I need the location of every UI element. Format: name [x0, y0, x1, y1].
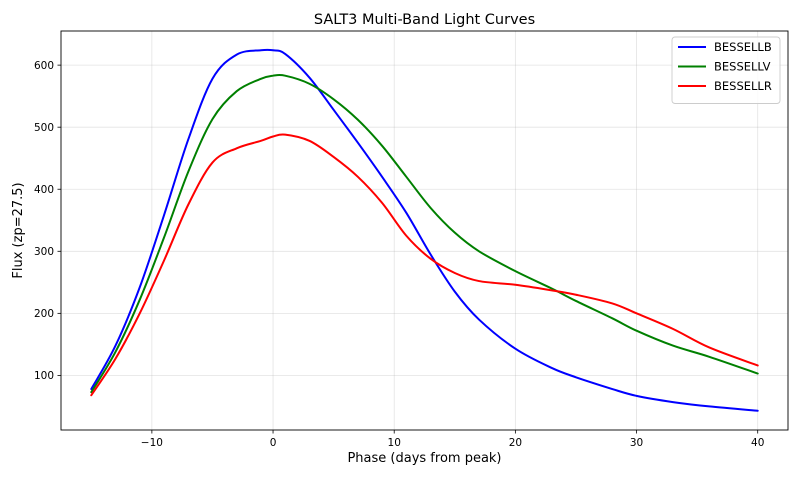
y-tick-label: 500 — [34, 122, 54, 134]
x-tick-label: 10 — [388, 437, 401, 449]
legend-label: BESSELLB — [714, 40, 772, 54]
x-tick-label: 20 — [509, 437, 522, 449]
series-group — [90, 48, 759, 412]
series-line-bessellr — [90, 133, 759, 397]
x-axis-label: Phase (days from peak) — [347, 451, 501, 466]
y-tick-label: 200 — [34, 308, 54, 320]
y-tick-label: 100 — [34, 370, 54, 382]
y-tick-label: 600 — [34, 60, 54, 72]
y-axis-label: Flux (zp=27.5) — [11, 182, 26, 278]
series-line-bessellv — [90, 73, 759, 394]
y-tick-label: 300 — [34, 246, 54, 258]
x-tick-label: −10 — [141, 437, 163, 449]
x-tick-label: 40 — [751, 437, 764, 449]
chart-title: SALT3 Multi-Band Light Curves — [314, 12, 535, 28]
x-tick-label: 0 — [270, 437, 277, 449]
legend: BESSELLB BESSELLV BESSELLR — [671, 36, 781, 104]
plot-frame — [60, 30, 789, 431]
grid — [61, 31, 788, 430]
legend-label: BESSELLR — [714, 79, 772, 93]
series-line-bessellb — [90, 48, 759, 412]
ticks: −10 0 10 20 30 40 100 200 300 400 500 600 — [34, 60, 764, 449]
x-tick-label: 30 — [630, 437, 643, 449]
legend-label: BESSELLV — [714, 60, 771, 74]
y-tick-label: 400 — [34, 184, 54, 196]
